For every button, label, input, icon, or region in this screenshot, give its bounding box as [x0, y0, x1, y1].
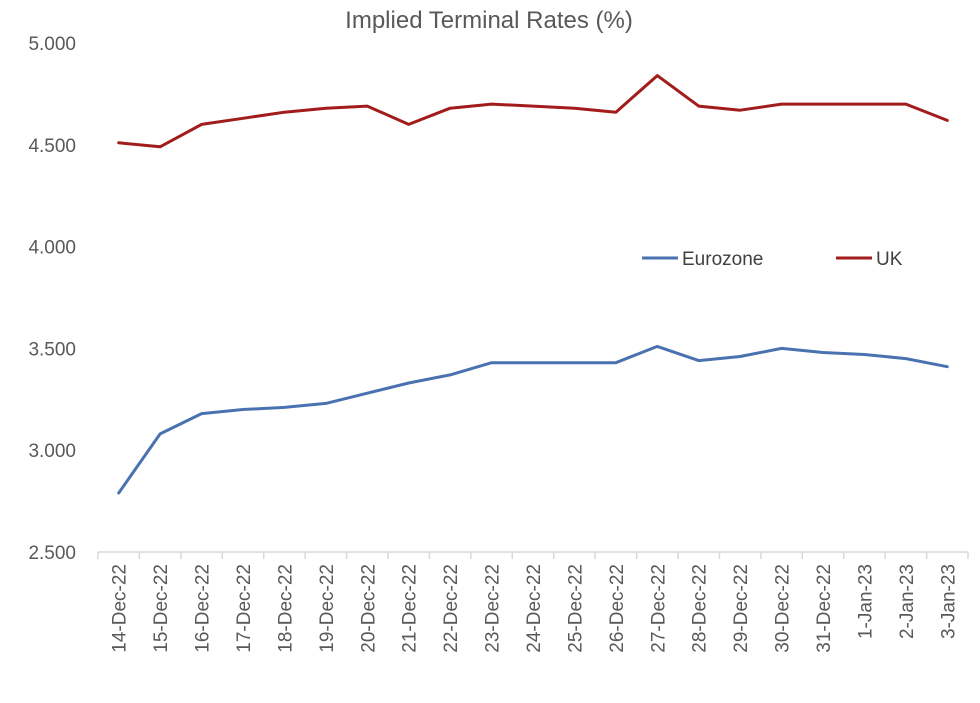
legend: Eurozone UK — [642, 249, 903, 270]
x-tick-label: 15-Dec-22 — [151, 564, 172, 653]
x-tick-label: 20-Dec-22 — [358, 564, 379, 653]
x-tick-label: 31-Dec-22 — [814, 564, 835, 653]
x-tick-label: 27-Dec-22 — [648, 564, 669, 653]
y-tick-label: 5.000 — [28, 34, 76, 55]
y-tick-label: 4.000 — [28, 238, 76, 259]
x-tick-label: 17-Dec-22 — [234, 564, 255, 653]
x-tick-label: 30-Dec-22 — [773, 564, 794, 653]
chart-title: Implied Terminal Rates (%) — [345, 7, 633, 34]
x-tick-label: 26-Dec-22 — [607, 564, 628, 653]
x-tick-label: 16-Dec-22 — [193, 564, 214, 653]
x-tick-label: 23-Dec-22 — [483, 564, 504, 653]
y-tick-label: 2.500 — [28, 543, 76, 564]
series-layer — [117, 74, 949, 495]
x-tick-label: 18-Dec-22 — [275, 564, 296, 653]
x-tick-label: 2-Jan-23 — [897, 564, 918, 639]
x-tick-label: 1-Jan-23 — [855, 564, 876, 639]
y-tick-label: 4.500 — [28, 136, 76, 157]
x-tick-label: 21-Dec-22 — [400, 564, 421, 653]
y-tick-label: 3.000 — [28, 441, 76, 462]
x-tick-label: 14-Dec-22 — [110, 564, 131, 653]
y-tick-label: 3.500 — [28, 339, 76, 360]
series-line-uk — [117, 74, 949, 149]
axes: 2.500 3.000 3.500 4.000 4.500 5.000 14-Dec-22 1… — [28, 34, 969, 653]
x-tick-label: 3-Jan-23 — [938, 564, 959, 639]
x-tick-label: 22-Dec-22 — [441, 564, 462, 653]
x-tick-label: 24-Dec-22 — [524, 564, 545, 653]
x-tick-label: 25-Dec-22 — [565, 564, 586, 653]
series-line-eurozone — [117, 344, 949, 495]
x-tick-label: 28-Dec-22 — [690, 564, 711, 653]
legend-label-uk: UK — [876, 249, 903, 270]
x-tick-label: 19-Dec-22 — [317, 564, 338, 653]
legend-label-eurozone: Eurozone — [682, 249, 763, 270]
x-tick-label: 29-Dec-22 — [731, 564, 752, 653]
